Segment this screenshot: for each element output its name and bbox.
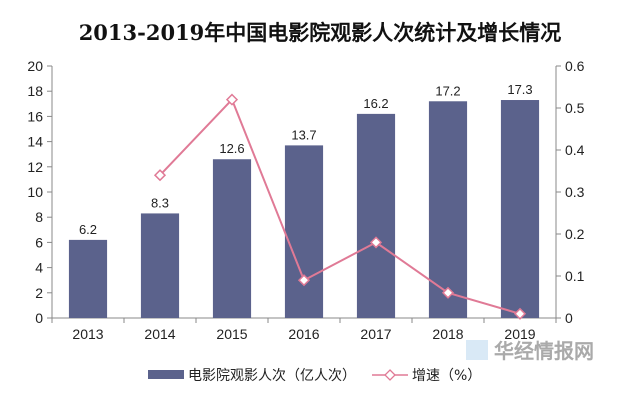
x-tick-label: 2015 — [216, 326, 247, 342]
bar — [500, 100, 540, 319]
data-labels: 6.2 8.3 12.6 13.7 16.2 17.2 17.3 — [79, 82, 533, 237]
y-left-tick-label: 8 — [35, 209, 43, 225]
bar-value-label: 6.2 — [79, 222, 97, 237]
growth-point — [153, 169, 167, 182]
bar-value-label: 17.2 — [435, 83, 460, 98]
bar — [212, 159, 252, 318]
bar — [140, 213, 180, 318]
watermark-logo — [466, 340, 488, 360]
axes: 0 2 4 6 8 10 12 14 16 18 20 0 0.1 0.2 0.3 0.4 0.5 0.6 2013… — [27, 58, 584, 342]
growth-point — [513, 307, 527, 320]
y-left-tick-label: 18 — [27, 83, 43, 99]
y-left-tick-label: 10 — [27, 184, 43, 200]
bar-value-label: 12.6 — [219, 141, 244, 156]
bar — [284, 145, 324, 318]
bar-value-label: 8.3 — [151, 195, 169, 210]
y-right-tick-label: 0 — [565, 310, 573, 326]
y-left-tick-label: 6 — [35, 234, 43, 250]
legend-bar-swatch — [148, 370, 184, 379]
y-left-tick-label: 14 — [27, 134, 43, 150]
x-tick-label: 2019 — [504, 326, 535, 342]
bar — [68, 239, 108, 318]
legend-bar-label: 电影院观影人次（亿人次） — [188, 368, 356, 384]
y-right-tick-label: 0.2 — [565, 226, 585, 242]
bar — [356, 113, 396, 318]
y-right-tick-label: 0.3 — [565, 184, 585, 200]
bar-value-label: 16.2 — [363, 96, 388, 111]
y-right-tick-label: 0.6 — [565, 58, 585, 74]
legend: 电影院观影人次（亿人次） 增速（%） — [148, 368, 481, 384]
x-tick-label: 2016 — [288, 326, 319, 342]
x-tick-label: 2018 — [432, 326, 463, 342]
x-tick-label: 2013 — [72, 326, 103, 342]
watermark-text: 华经情报网 — [494, 339, 594, 363]
x-tick-label: 2017 — [360, 326, 391, 342]
growth-point — [297, 274, 311, 287]
legend-line-label: 增速（%） — [412, 368, 481, 384]
growth-point — [225, 93, 239, 106]
bars — [68, 100, 540, 319]
watermark: 华经情报网 — [466, 339, 594, 363]
y-left-tick-label: 12 — [27, 159, 43, 175]
growth-line — [153, 93, 527, 320]
bar — [428, 101, 468, 318]
growth-point — [369, 236, 383, 249]
y-left-tick-label: 4 — [35, 260, 43, 276]
y-left-tick-label: 20 — [27, 58, 43, 74]
y-left-tick-label: 0 — [35, 310, 43, 326]
y-left-tick-label: 2 — [35, 285, 43, 301]
y-right-tick-label: 0.5 — [565, 100, 585, 116]
y-right-tick-label: 0.1 — [565, 268, 585, 284]
y-right-tick-label: 0.4 — [565, 142, 585, 158]
growth-polyline — [159, 97, 521, 315]
chart-title: 2013-2019年中国电影院观影人次统计及增长情况 — [79, 20, 562, 45]
legend-line-marker — [384, 369, 396, 381]
x-tick-label: 2014 — [144, 326, 175, 342]
growth-point — [441, 286, 455, 299]
bar-value-label: 13.7 — [291, 127, 316, 142]
y-left-tick-label: 16 — [27, 108, 43, 124]
bar-value-label: 17.3 — [507, 82, 532, 97]
